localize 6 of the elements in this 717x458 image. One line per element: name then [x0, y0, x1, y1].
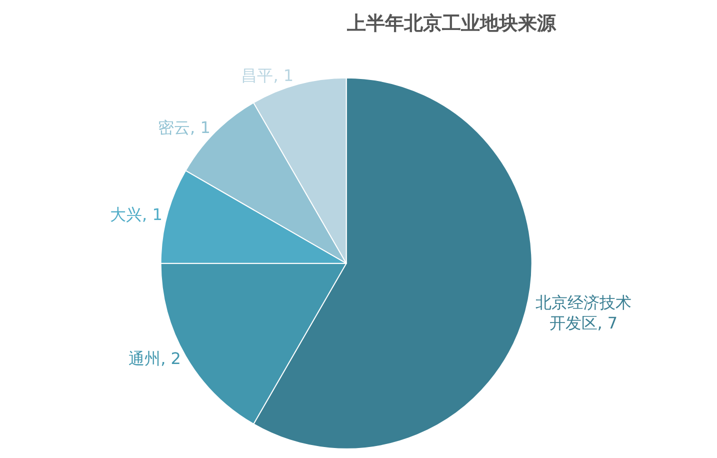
- chart-title: 上半年北京工业地块来源: [346, 12, 558, 35]
- slice-label: 通州, 2: [128, 348, 181, 368]
- slice-label: 昌平, 1: [241, 66, 294, 85]
- slice-label: 大兴, 1: [110, 205, 162, 224]
- slice-label: 北京经济技术开发区, 7: [535, 292, 632, 333]
- slice-label: 密云, 1: [158, 118, 210, 137]
